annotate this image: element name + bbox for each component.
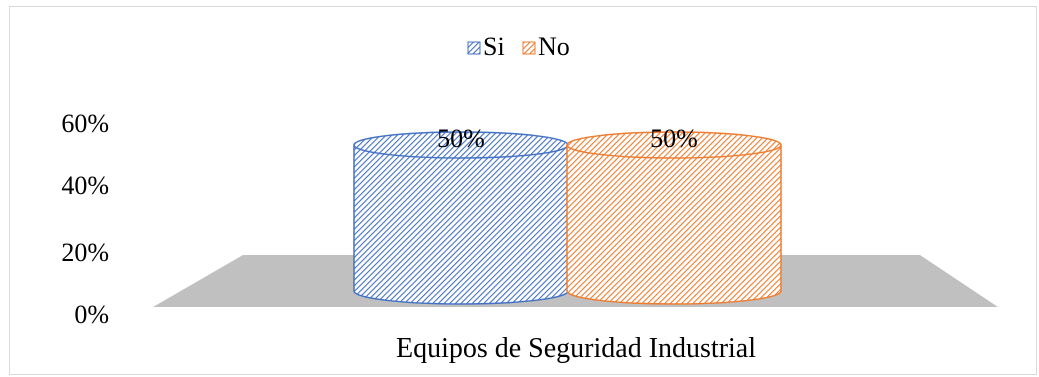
x-category-label: Equipos de Seguridad Industrial	[396, 333, 756, 364]
chart-svg: Si No 0% 20% 40% 60% 50% 50% Equipos de Segur…	[61, 32, 998, 364]
legend-label-no: No	[538, 32, 570, 61]
legend-label-si: Si	[483, 32, 505, 61]
y-tick-label: 60%	[61, 109, 109, 138]
y-tick-label: 20%	[61, 238, 109, 267]
y-tick-label: 40%	[61, 171, 109, 200]
cylinder-bar-no	[566, 131, 782, 305]
legend-swatch-no	[522, 41, 536, 55]
y-axis: 0% 20% 40% 60%	[61, 109, 109, 329]
y-tick-label: 0%	[74, 300, 109, 329]
cylinder-bar-si	[353, 131, 569, 305]
data-label-si: 50%	[437, 124, 485, 153]
cylinder-top-no	[566, 131, 782, 159]
data-labels: 50% 50%	[437, 124, 698, 153]
cylinder-body-si	[353, 144, 569, 305]
legend-swatch-si	[467, 41, 481, 55]
cylinder-body-no	[566, 144, 782, 305]
chart-frame: Si No 0% 20% 40% 60% 50% 50% Equipos de Segur…	[9, 6, 1037, 375]
data-label-no: 50%	[650, 124, 698, 153]
legend: Si No	[467, 32, 570, 61]
bars	[353, 131, 782, 305]
